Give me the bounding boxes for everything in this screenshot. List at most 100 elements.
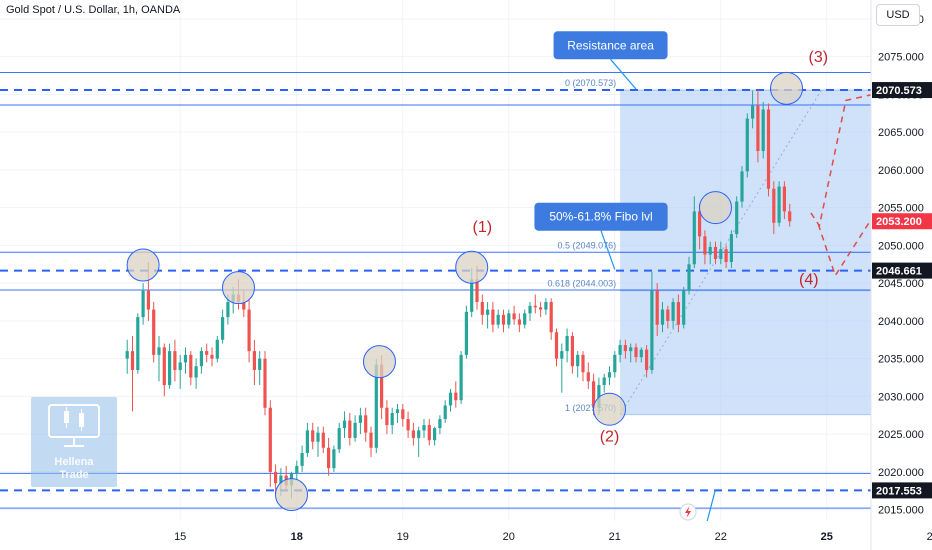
candle-body [735, 201, 739, 235]
fib-level-label: 1 (2027.570) [565, 403, 616, 413]
candle-body [427, 425, 431, 441]
candle-body [708, 246, 712, 255]
candle-body [268, 407, 272, 472]
price-candles [125, 89, 792, 499]
candle-body [634, 347, 638, 358]
time-axis[interactable] [0, 521, 871, 550]
candle-body [703, 236, 707, 255]
candle-body [247, 309, 251, 352]
wave-label[interactable]: (3) [809, 49, 829, 66]
highlight-circle[interactable] [593, 392, 626, 426]
flash-icon[interactable] [679, 503, 697, 521]
candle-body [327, 447, 331, 469]
candle-body [358, 415, 362, 423]
candle-body [671, 302, 675, 321]
candle-body [528, 305, 532, 314]
price-label-text: 2070.573 [876, 85, 922, 97]
candle-body [549, 302, 553, 333]
candle-body [560, 351, 564, 359]
price-label-box [872, 262, 932, 279]
highlight-circle[interactable] [455, 250, 489, 284]
price-label-box [872, 82, 932, 99]
candle-body [194, 366, 198, 378]
currency-selector[interactable]: USD [876, 4, 920, 26]
candle-body [364, 415, 368, 433]
candle-body [724, 249, 728, 263]
candle-body [199, 351, 203, 367]
price-tick-label: 2055.000 [878, 203, 924, 215]
highlight-circle[interactable] [126, 248, 160, 282]
candle-body [660, 309, 665, 325]
projection-path[interactable] [810, 89, 891, 228]
candle-body [173, 351, 177, 370]
candle-body [374, 364, 378, 448]
candle-body [316, 432, 320, 442]
fib-level-label: 0.618 (2044.003) [548, 279, 617, 289]
callout-box[interactable] [534, 202, 668, 231]
candle-body [337, 428, 341, 450]
candle-body [454, 392, 458, 401]
candle-body [517, 319, 521, 325]
candle-body [353, 422, 357, 438]
candle-body [130, 351, 135, 370]
candle-body [623, 345, 627, 352]
candle-body [157, 347, 161, 355]
callout[interactable]: 50%-61.8% Fibo lvl [534, 202, 668, 270]
highlight-circle[interactable] [362, 345, 396, 379]
callout-label: Resistance area [567, 38, 654, 52]
candle-body [168, 351, 172, 386]
price-tick-label: 2045.000 [878, 278, 924, 290]
highlight-circles[interactable] [126, 71, 804, 512]
highlight-circle[interactable] [222, 271, 255, 305]
candle-body [772, 188, 776, 223]
symbol-title: Gold Spot / U.S. Dollar, 1h, OANDA [6, 4, 181, 16]
candle-body [342, 420, 347, 429]
time-tick-label: 19 [397, 531, 409, 543]
candle-body [607, 372, 612, 378]
candle-body [666, 309, 670, 321]
candle-body [311, 430, 315, 442]
callout-box[interactable] [553, 31, 668, 60]
highlight-circle[interactable] [699, 191, 732, 225]
candle-body [713, 246, 718, 259]
time-tick-label: 21 [609, 531, 621, 543]
time-tick-label: 26 [927, 531, 932, 543]
callout-pointer [600, 230, 616, 270]
callout[interactable]: Resistance area [553, 31, 668, 90]
candle-body [645, 349, 649, 370]
hellena-trade-watermark: Hellena Trade [31, 397, 117, 487]
candle-body [507, 313, 511, 325]
wave-label[interactable]: (2) [600, 429, 620, 446]
candle-body [761, 109, 765, 152]
candle-body [586, 372, 590, 382]
candle-body [395, 409, 400, 414]
candle-body [385, 407, 389, 426]
time-tick-label: 18 [291, 531, 303, 543]
wave-label[interactable]: (1) [473, 219, 493, 236]
candle-body [602, 377, 606, 386]
candle-body [565, 336, 569, 352]
candle-body [141, 290, 145, 318]
candle-body [639, 349, 643, 358]
candle-body [258, 358, 262, 370]
candle-body [729, 234, 733, 263]
candle-body [491, 309, 495, 325]
candle-body [305, 430, 309, 454]
highlight-circle[interactable] [770, 71, 804, 105]
highlight-circle[interactable] [275, 478, 308, 512]
price-tick-label: 2025.000 [878, 429, 924, 441]
candle-body [581, 354, 585, 373]
wave-label[interactable]: (4) [799, 272, 819, 289]
time-tick-label: 22 [715, 531, 727, 543]
candle-body [125, 351, 129, 359]
price-tick-label: 2050.000 [878, 240, 924, 252]
candle-body [221, 317, 225, 340]
candle-body [464, 311, 468, 355]
candle-body [618, 345, 622, 355]
candle-body [152, 309, 156, 355]
time-axis-ticks: 15 18 19 20 21 22 25 26 [174, 531, 932, 543]
candle-body [390, 413, 394, 426]
candle-body [597, 385, 601, 408]
